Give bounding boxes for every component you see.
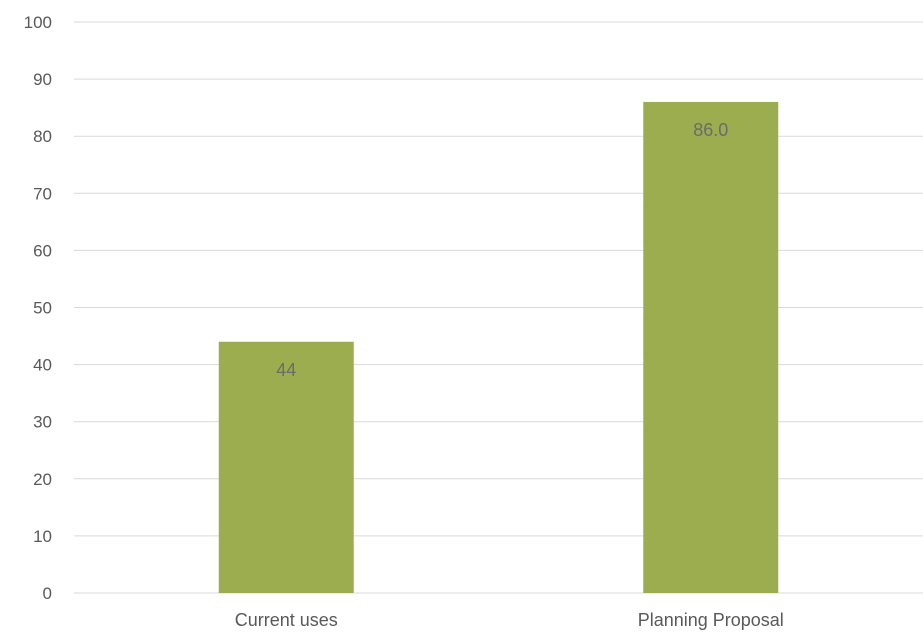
gridlines: [74, 21, 923, 594]
y-tick-label: 80: [33, 127, 52, 146]
bar: [643, 101, 779, 593]
y-tick-label: 90: [33, 70, 52, 89]
y-tick-label: 60: [33, 241, 52, 260]
y-tick-label: 0: [43, 584, 52, 603]
x-axis-categories: Current uses Planning Proposal: [235, 610, 784, 630]
y-tick-label: 40: [33, 356, 52, 375]
y-tick-label: 70: [33, 184, 52, 203]
y-tick-label: 30: [33, 413, 52, 432]
bar-value-label: 86.0: [693, 120, 728, 140]
y-tick-label: 100: [24, 13, 52, 32]
x-category-label: Planning Proposal: [638, 610, 784, 630]
bar-value-label: 44: [276, 360, 296, 380]
bar: [218, 341, 354, 593]
y-tick-label: 10: [33, 527, 52, 546]
bars: [218, 101, 779, 593]
data-labels: 44 86.0: [276, 120, 728, 380]
y-tick-label: 50: [33, 299, 52, 318]
y-tick-label: 20: [33, 470, 52, 489]
y-axis-ticks: 0 10 20 30 40 50 60 70 80 90 100: [24, 13, 52, 603]
x-category-label: Current uses: [235, 610, 338, 630]
